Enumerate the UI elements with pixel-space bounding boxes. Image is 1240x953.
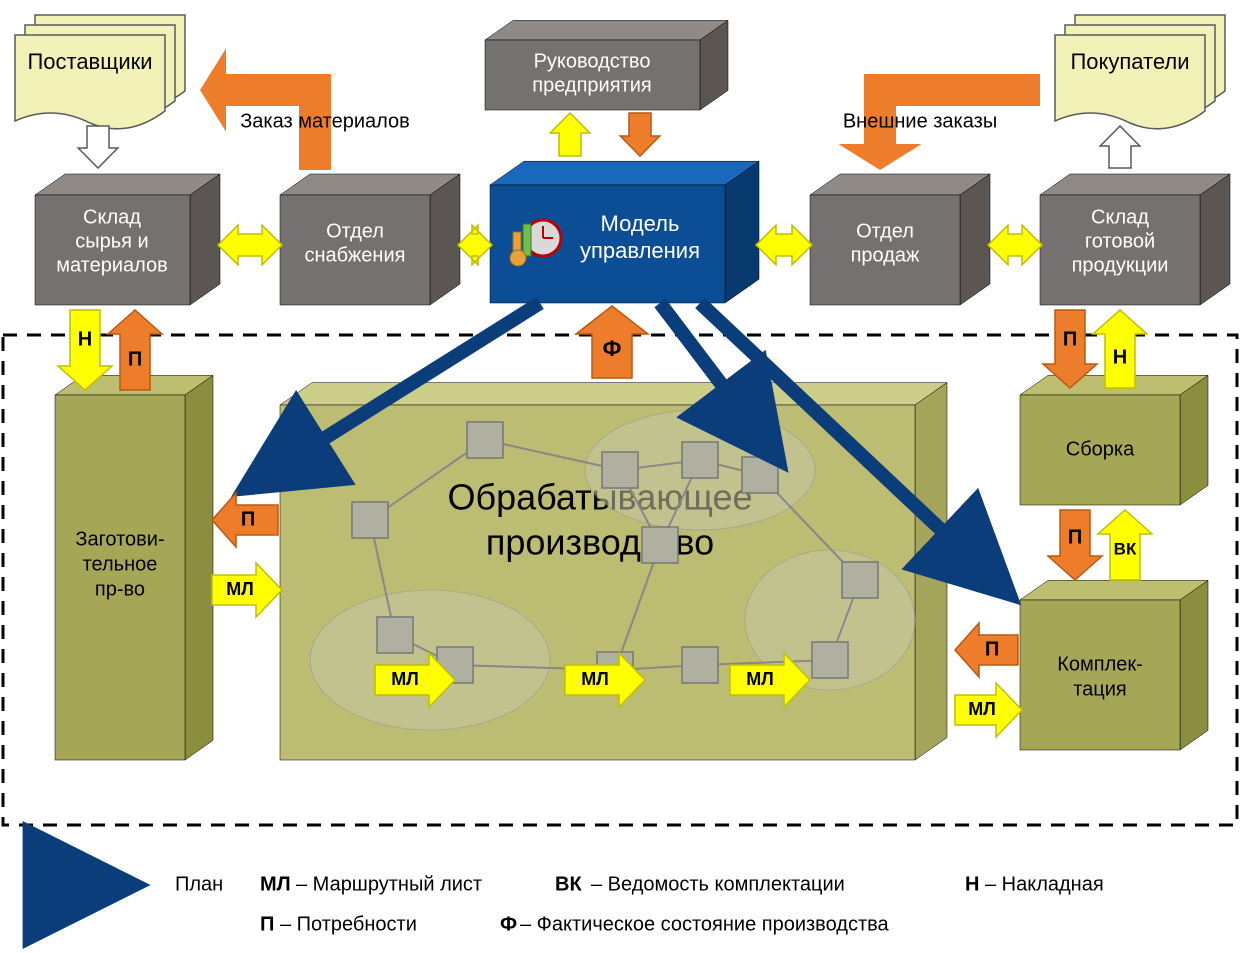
tag-VK: ВК — [1114, 539, 1137, 558]
pack-l2: тация — [1073, 678, 1127, 700]
fin-l3: продукции — [1072, 254, 1169, 276]
legend-p-text: – Потребности — [280, 913, 417, 935]
sales-dept-side — [960, 174, 990, 305]
supply-l1: Отдел — [326, 220, 384, 242]
legend-ml-text: – Маршрутный лист — [296, 873, 482, 895]
tag-ML-pack: МЛ — [968, 699, 996, 719]
legend-f-text: – Фактическое состояние производства — [520, 913, 890, 935]
sales-dept-top — [810, 174, 990, 195]
net-node-2 — [682, 442, 718, 478]
processing-side — [915, 383, 947, 760]
diagram-stage: Поставщики Покупатели Руководствопредприят… — [0, 0, 1240, 953]
net-node-6 — [377, 617, 413, 653]
model-box-top — [490, 161, 759, 185]
packaging-side — [1180, 580, 1208, 750]
raw-warehouse-side — [190, 174, 220, 305]
tag-P-left: П — [128, 348, 142, 370]
external-orders-arrow-head — [838, 144, 921, 170]
fin-l1: Склад — [1091, 206, 1149, 228]
external-orders-label: Внешние заказы — [843, 110, 997, 132]
raw-l3: материалов — [56, 254, 168, 276]
pre-l2: тельное — [83, 553, 158, 575]
legend-f-abbr: Ф — [500, 913, 517, 935]
buyers-doc-label: Покупатели — [1070, 49, 1189, 74]
pack-l1: Комплек- — [1057, 653, 1143, 675]
net-node-0 — [467, 422, 503, 458]
net-node-9 — [682, 647, 718, 683]
net-node-5 — [642, 527, 678, 563]
order-materials-label: Заказ материалов — [240, 110, 410, 132]
tag-ML-in-3: МЛ — [746, 669, 774, 689]
legend-vk-text: – Ведомость комплектации — [591, 873, 845, 895]
sales-l1: Отдел — [856, 220, 914, 242]
legend-n-abbr: Н — [965, 873, 979, 895]
legend-p-abbr: П — [260, 913, 274, 935]
model-l2: управления — [580, 238, 700, 263]
suppliers-doc-label: Поставщики — [27, 49, 152, 74]
model-box-side — [725, 161, 759, 303]
management-l2: предприятия — [532, 74, 651, 96]
dh-2-3 — [458, 225, 492, 265]
net-node-4 — [352, 502, 388, 538]
dh-3-4 — [756, 225, 812, 265]
supply-l2: снабжения — [305, 244, 406, 266]
legend-n-text: – Накладная — [985, 873, 1104, 895]
raw-warehouse-top — [35, 174, 220, 195]
tag-ML-1: МЛ — [226, 579, 254, 599]
assembly-l: Сборка — [1066, 438, 1135, 460]
raw-l2: сырья и — [75, 230, 148, 252]
management-l1: Руководство — [534, 50, 651, 72]
tag-P-asm: П — [1068, 526, 1082, 548]
assembly-side — [1180, 375, 1208, 505]
tag-F: Ф — [603, 336, 622, 361]
finished-to-buyers — [1100, 126, 1140, 168]
management-box-top — [485, 20, 728, 40]
sales-l2: продаж — [851, 244, 920, 266]
finished-warehouse-top — [1040, 174, 1230, 195]
finished-warehouse-side — [1200, 174, 1230, 305]
model-l1: Модель — [601, 211, 680, 236]
mgmt-to-model — [620, 113, 660, 156]
dh-4-5 — [988, 225, 1042, 265]
pre-production-side — [185, 375, 213, 760]
suppliers-to-raw — [78, 126, 118, 168]
net-node-10 — [842, 562, 878, 598]
net-node-11 — [812, 642, 848, 678]
pre-l1: Заготови- — [75, 528, 164, 550]
fin-l2: готовой — [1085, 230, 1155, 252]
tag-P-pack: П — [985, 638, 999, 660]
order-materials-arrow-head — [200, 48, 226, 131]
supply-dept-top — [280, 174, 460, 195]
tag-ML-in-2: МЛ — [581, 669, 609, 689]
tag-N-left: Н — [78, 328, 92, 350]
tag-P-proc-left: П — [241, 508, 255, 530]
supply-dept-side — [430, 174, 460, 305]
legend-plan: План — [175, 873, 223, 895]
tag-P-right: П — [1063, 328, 1077, 350]
packaging-top — [1020, 580, 1208, 600]
legend-ml-abbr: МЛ — [260, 873, 291, 895]
tag-ML-in-1: МЛ — [391, 669, 419, 689]
tag-N-right: Н — [1113, 346, 1127, 368]
net-node-3 — [742, 457, 778, 493]
pre-l3: пр-во — [95, 578, 145, 600]
net-node-1 — [602, 452, 638, 488]
raw-l1: Склад — [83, 206, 141, 228]
model-to-mgmt — [550, 113, 590, 156]
legend-vk-abbr: ВК — [555, 873, 582, 895]
dh-1-2 — [218, 225, 282, 265]
